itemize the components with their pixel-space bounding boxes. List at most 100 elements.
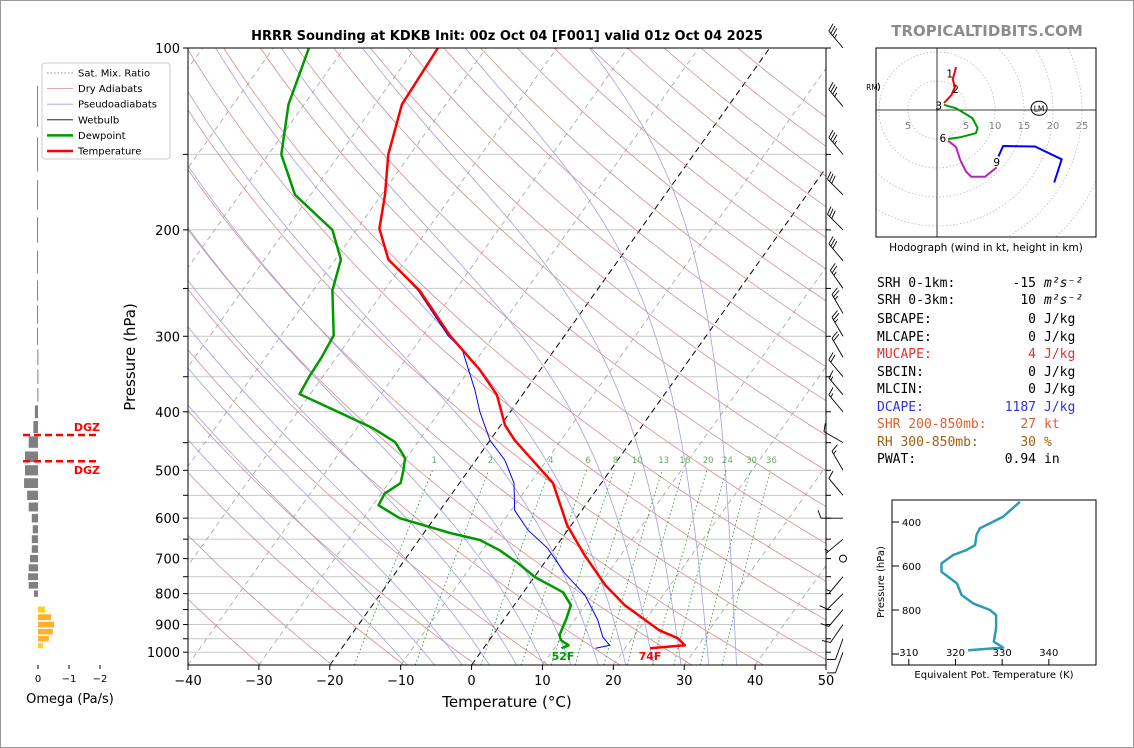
dry-adiabat-line: [333, 48, 826, 471]
isotherm-line: [683, 465, 826, 665]
isotherm-line: [188, 48, 558, 567]
barb-full: [833, 290, 840, 298]
key-isotherm-line: [329, 48, 771, 665]
mixing-ratio-line: [721, 470, 771, 665]
barb-full: [832, 240, 838, 249]
barb-half: [826, 589, 831, 592]
hodograph-caption: Hodograph (wind in kt, height in km): [889, 242, 1083, 254]
x-tick-label: 10: [534, 674, 551, 689]
barb-full: [823, 423, 826, 432]
barb-full: [821, 640, 831, 644]
omega-bar: [28, 582, 38, 589]
wind-barb: [831, 310, 844, 337]
isotherm-line: [188, 48, 274, 169]
omega-bar: [37, 180, 39, 210]
omega-x-tick-label: 0: [35, 674, 41, 685]
index-unit: J/kg: [1044, 400, 1075, 415]
index-row: SRH 0-3km: 10 m²s⁻²: [877, 293, 1083, 308]
index-row: SBCAPE: 0 J/kg: [877, 312, 1075, 327]
legend-label: Pseudoadiabats: [78, 100, 157, 111]
wind-barb: [824, 538, 844, 554]
theta-e-y-tick-label: 400: [902, 518, 921, 529]
isotherm-line: [613, 366, 826, 665]
pseudoadiabat-line: [188, 226, 545, 665]
omega-bar: [38, 606, 46, 613]
hodograph-segment-6-9: [947, 139, 998, 178]
pseudoadiabat-line: [188, 165, 572, 665]
index-row: SRH 0-1km: -15 m²s⁻²: [877, 276, 1083, 291]
index-value: 0: [1028, 365, 1036, 380]
x-tick-label: 50: [818, 674, 835, 689]
legend: Sat. Mix. Ratio Dry Adiabats Pseudoadiabat…: [41, 62, 171, 160]
omega-bar: [28, 436, 38, 448]
barb-full: [832, 86, 838, 95]
pseudoadiabat-line: [215, 48, 627, 665]
mixing-ratio-line: [603, 470, 663, 665]
theta-e-axes: 310 320 330 340 400 600 800: [892, 518, 1058, 665]
index-unit: m²s⁻²: [1043, 276, 1083, 291]
index-label: RH 300-850mb:: [877, 435, 979, 450]
theta-e-x-tick-label: 340: [1039, 648, 1058, 659]
index-label: SBCIN:: [877, 365, 924, 380]
wind-barb: [823, 423, 844, 444]
index-unit: %: [1044, 435, 1052, 450]
omega-bar: [31, 545, 38, 553]
index-unit: m²s⁻²: [1043, 293, 1083, 308]
skewt-axes: −40 −30 −20 −10 0 10 20 30 40 50 100 200 300 400 500 60…: [147, 42, 834, 689]
index-unit: J/kg: [1044, 347, 1075, 362]
dry-adiabat-line: [188, 49, 826, 621]
dry-adiabat-line: [188, 169, 764, 665]
barb-staff: [827, 214, 844, 231]
omega-panel: DGZ DGZ 0 −1 −2: [23, 86, 107, 685]
barb-full: [829, 208, 834, 217]
omega-bar: [37, 280, 39, 301]
omega-bar: [34, 405, 38, 419]
surface-dewpoint-label: 52F: [552, 650, 575, 663]
theta-e-line: [940, 500, 1021, 652]
isotherm-line: [188, 48, 345, 268]
mixing-ratio-label: 24: [722, 456, 733, 466]
barb-full: [828, 129, 834, 138]
mixing-ratio-line: [480, 470, 550, 665]
barb-full: [830, 132, 836, 141]
hodograph-segment-0-3: [943, 66, 958, 104]
barb-full: [827, 171, 832, 180]
barb-full: [831, 310, 838, 318]
dry-adiabat-line: [223, 48, 826, 582]
omega-bar: [29, 554, 38, 563]
mixing-ratio-label: 2: [488, 456, 493, 466]
omega-bar: [24, 478, 38, 488]
legend-label: Temperature: [77, 147, 141, 158]
surface-temperature-label: 74F: [639, 650, 662, 663]
hodograph-tick-label: 20: [1047, 121, 1060, 132]
wind-barb: [828, 236, 844, 262]
omega-bar: [37, 250, 39, 274]
barb-staff: [835, 638, 844, 660]
hodograph-segment-9+: [997, 144, 1063, 183]
barb-half: [834, 140, 838, 145]
theta-e-plot: [940, 500, 1021, 652]
barb-staff: [831, 316, 844, 337]
omega-bar: [37, 217, 39, 243]
y-tick-label: 900: [155, 619, 180, 634]
barb-full: [831, 265, 838, 274]
pseudoadiabat-line: [188, 367, 463, 665]
dgz-label: DGZ: [74, 464, 100, 477]
wind-barb: [828, 387, 844, 413]
omega-bar: [37, 388, 39, 402]
wind-barb: [817, 509, 843, 519]
isotherm-line: [542, 266, 826, 665]
hodograph-tick-label: 10: [989, 121, 1002, 132]
barb-staff: [828, 30, 844, 49]
wind-barb: [828, 23, 844, 49]
wind-barb: [828, 352, 844, 378]
barb-staff: [828, 243, 844, 262]
index-label: DCAPE:: [877, 400, 924, 415]
skewt-profiles: [280, 48, 687, 650]
theta-e-ylabel: Pressure (hPa): [876, 546, 887, 618]
omega-bar: [37, 86, 39, 128]
theta-e-x-tick-label: 320: [946, 648, 965, 659]
barb-staff: [828, 576, 844, 594]
barb-staff: [828, 137, 844, 155]
